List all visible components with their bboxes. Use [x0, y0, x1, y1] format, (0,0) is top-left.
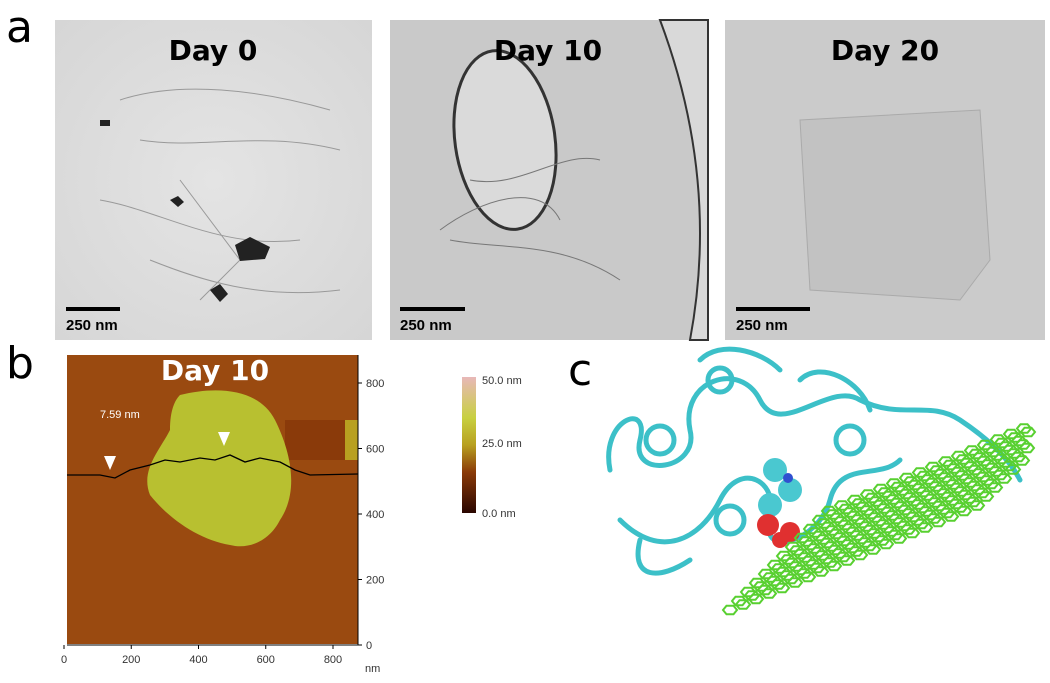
hexagon [873, 535, 891, 546]
hexagon [968, 500, 986, 511]
hexagon [903, 527, 921, 539]
hexagon [795, 568, 813, 579]
hexagon [1013, 455, 1031, 466]
hexagon [851, 549, 869, 561]
colorbar [462, 377, 476, 513]
x-tick-label: 400 [189, 654, 207, 666]
hexagon [730, 595, 748, 607]
hexagon [1000, 460, 1018, 472]
hexagon [986, 482, 1004, 493]
hexagon [899, 524, 917, 535]
tem-image [390, 19, 709, 341]
scale-bar-label: 250 nm [66, 317, 118, 334]
hexagon [1019, 426, 1037, 438]
hexagon [782, 573, 800, 585]
hexagon [929, 516, 947, 528]
hexagon [955, 505, 973, 517]
hexagon [925, 513, 943, 524]
hexagon [838, 555, 856, 566]
hexagon [743, 590, 761, 601]
hexagon [964, 496, 982, 508]
hexagon [769, 579, 787, 590]
hexagon [721, 604, 739, 616]
panel-label: b [6, 338, 34, 389]
panel-label: a [6, 2, 33, 53]
hexagon [886, 529, 904, 541]
hexagon [938, 507, 956, 519]
hexagon [1009, 451, 1027, 463]
hexagon [991, 469, 1009, 481]
colorbar-label: 25.0 nm [482, 438, 522, 450]
afm-image [67, 355, 359, 644]
hexagon [760, 588, 778, 599]
hexagon [821, 557, 839, 568]
hexagon [773, 582, 791, 594]
x-tick-label: 600 [257, 654, 275, 666]
hexagon [1018, 442, 1036, 454]
image-title: Day 20 [831, 34, 939, 67]
hexagon [786, 577, 804, 588]
image-title: Day 10 [494, 34, 602, 67]
y-tick-label: 600 [366, 444, 384, 456]
y-tick-label: 200 [366, 575, 384, 587]
hexagon [982, 478, 1000, 490]
hexagon [799, 571, 817, 583]
hexagon [847, 546, 865, 557]
image-title: Day 10 [161, 354, 269, 387]
hexagon [912, 518, 930, 530]
hexagon [977, 491, 995, 502]
y-tick-label: 400 [366, 509, 384, 521]
scale-bar-label: 250 nm [736, 317, 788, 334]
x-tick-label: 200 [122, 654, 140, 666]
hexagon [734, 599, 752, 610]
hexagon [890, 533, 908, 544]
hexagon [951, 502, 969, 513]
y-tick-label: 0 [366, 640, 372, 652]
image-title: Day 0 [169, 34, 258, 67]
hexagon [860, 540, 878, 552]
hexagon [808, 562, 826, 574]
hexagon [1014, 439, 1032, 450]
hexagon [1004, 464, 1022, 475]
x-tick-label: 800 [324, 654, 342, 666]
panel-label: c [568, 345, 592, 396]
hexagon [995, 473, 1013, 484]
axis-unit: nm [365, 663, 380, 675]
tem-image [725, 20, 1045, 340]
hexagon [973, 487, 991, 499]
hexagon [877, 538, 895, 550]
graphene-sheet [721, 423, 1037, 616]
colorbar-label: 50.0 nm [482, 375, 522, 387]
tem-image [55, 20, 372, 340]
y-tick-label: 800 [366, 378, 384, 390]
hexagon [942, 511, 960, 522]
hexagon [864, 544, 882, 555]
hexagon [825, 560, 843, 572]
hexagon [834, 551, 852, 563]
hexagon [812, 566, 830, 577]
ligand [757, 458, 802, 548]
hexagon [1015, 423, 1033, 434]
hexagon [747, 593, 765, 605]
hexagon [916, 522, 934, 533]
annotation: 7.59 nm [100, 409, 140, 421]
x-tick-label: 0 [61, 654, 67, 666]
scale-bar-label: 250 nm [400, 317, 452, 334]
hexagon [756, 584, 774, 596]
colorbar-label: 0.0 nm [482, 508, 516, 520]
